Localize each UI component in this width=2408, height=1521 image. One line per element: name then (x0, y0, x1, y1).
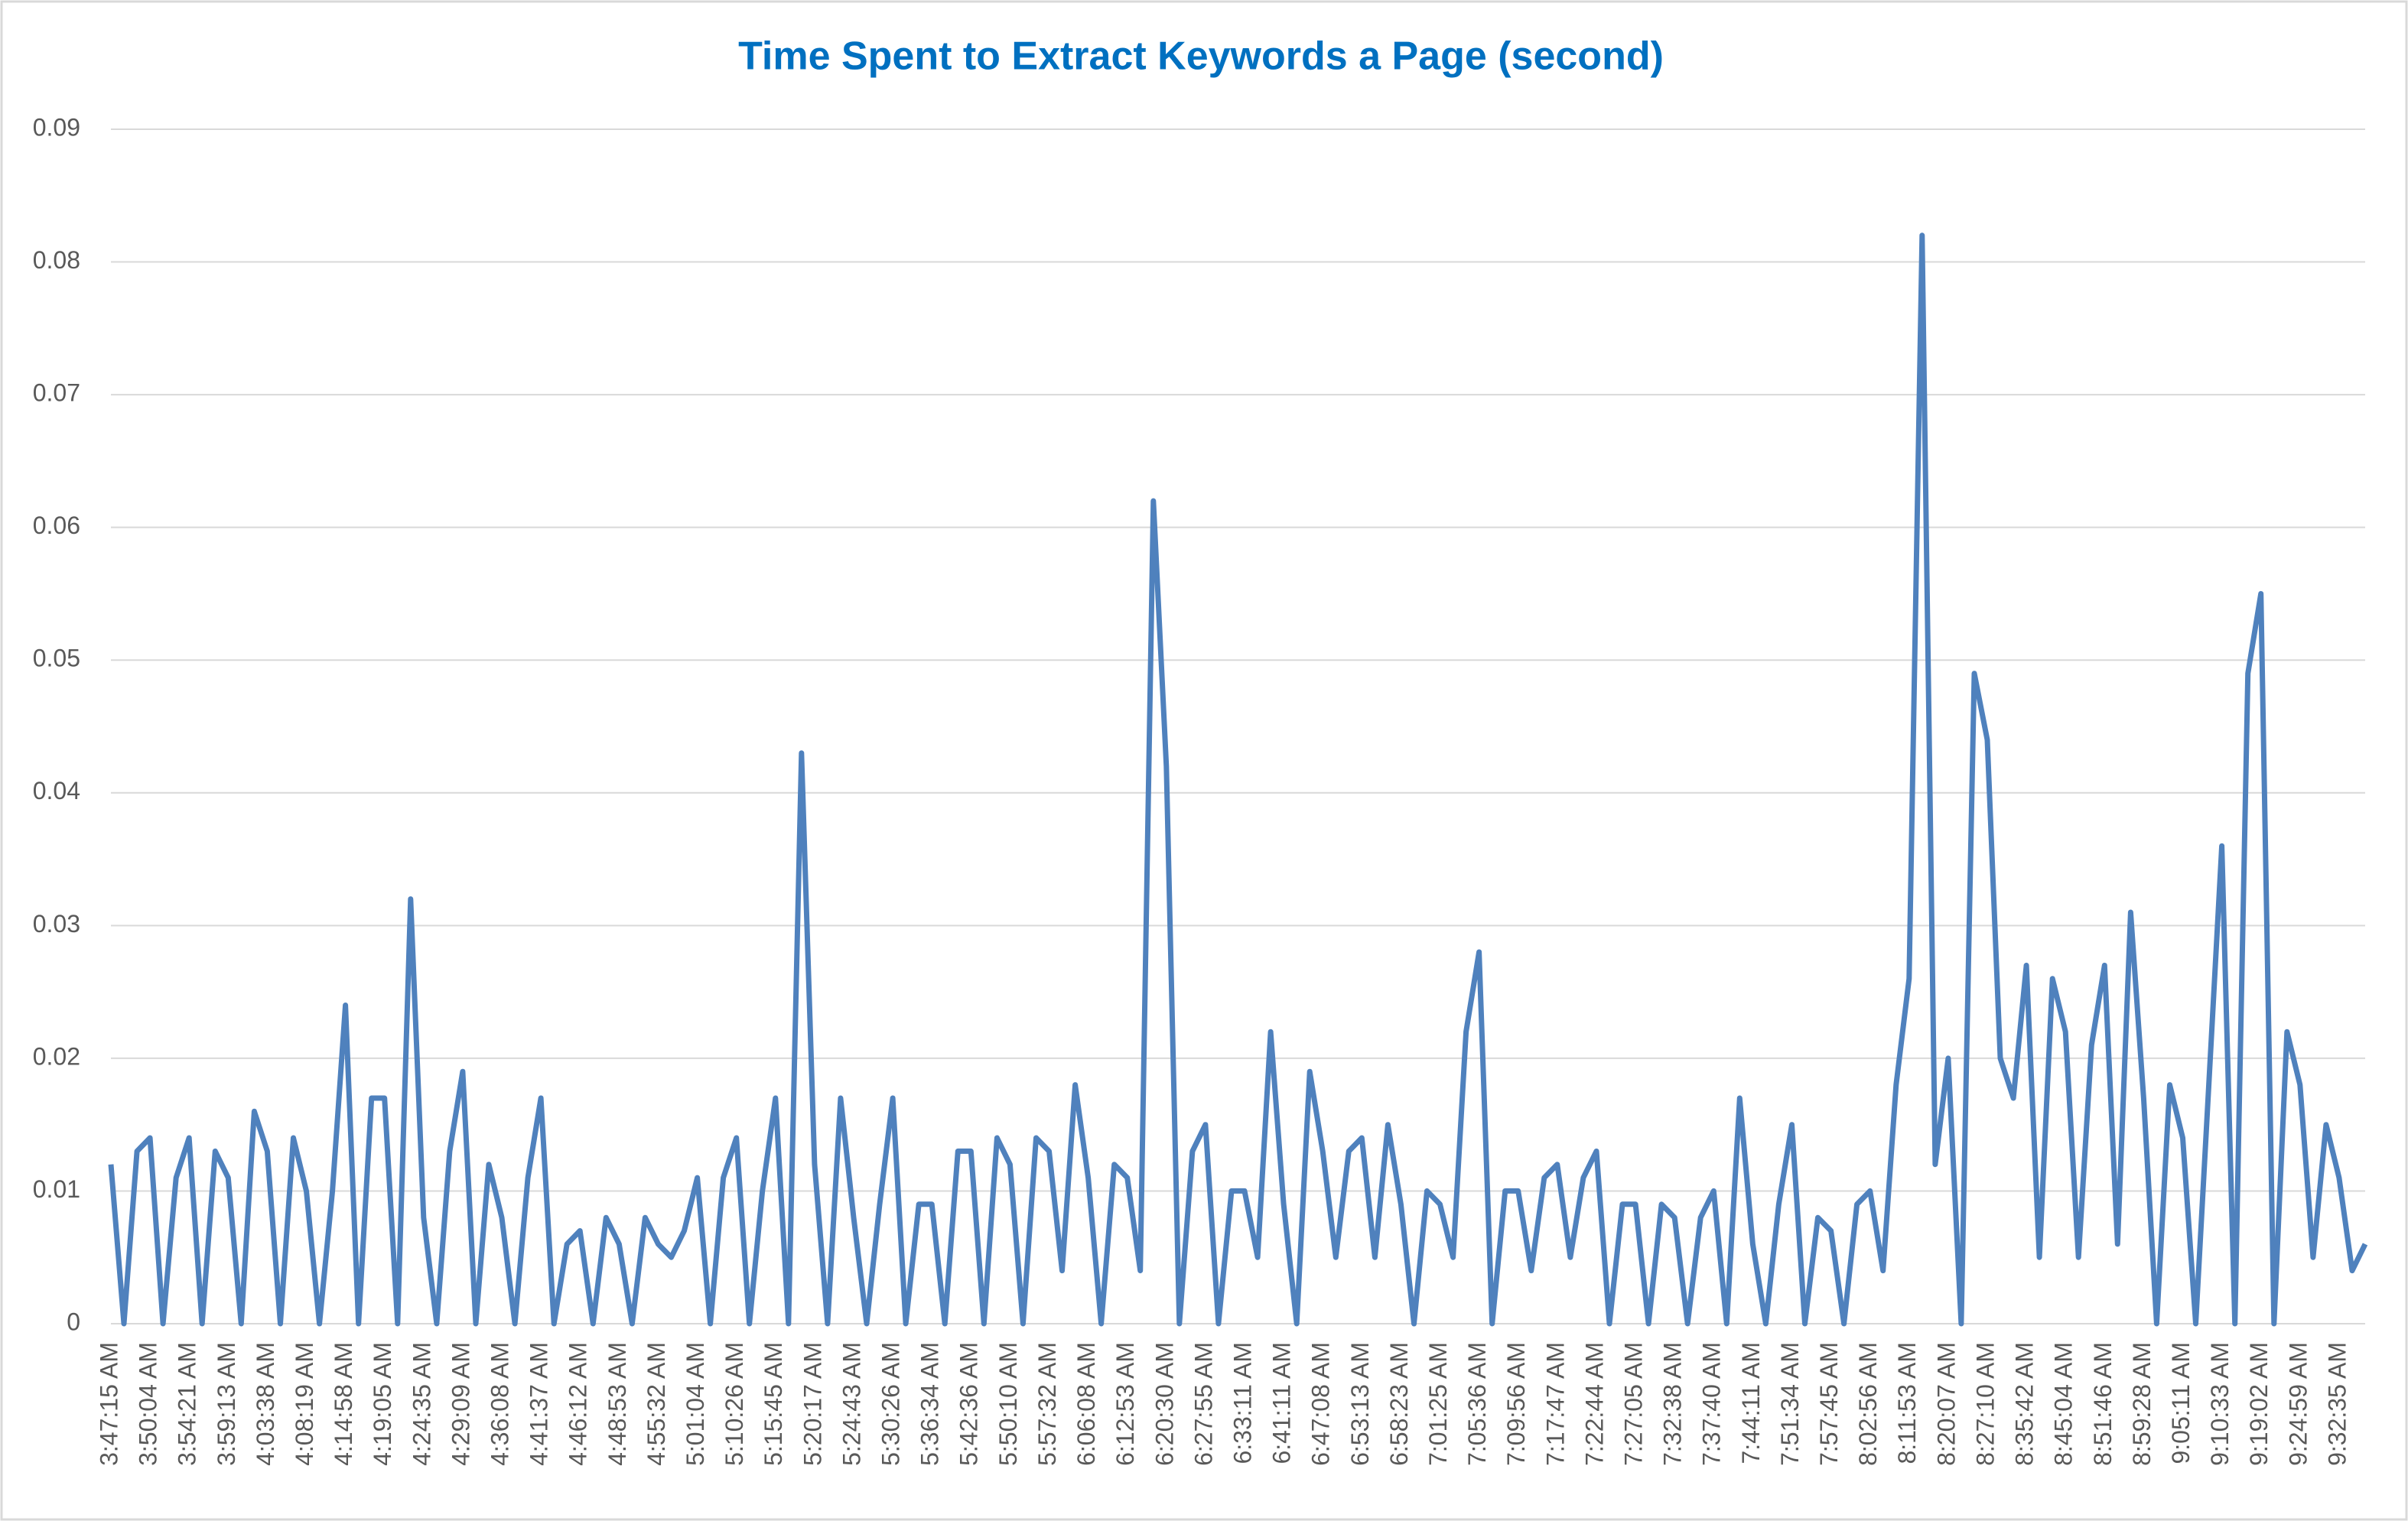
x-tick-label: 5:15:45 AM (760, 1342, 787, 1466)
x-tick-label: 7:32:38 AM (1659, 1342, 1687, 1466)
x-tick-label: 7:51:34 AM (1776, 1342, 1804, 1466)
y-tick-label: 0.07 (33, 379, 80, 407)
x-tick-label: 8:51:46 AM (2089, 1342, 2117, 1466)
x-tick-label: 5:50:10 AM (994, 1342, 1022, 1466)
x-tick-label: 7:22:44 AM (1580, 1342, 1608, 1466)
x-tick-label: 6:53:13 AM (1346, 1342, 1374, 1466)
x-tick-label: 5:36:34 AM (916, 1342, 944, 1466)
x-tick-label: 7:17:47 AM (1541, 1342, 1569, 1466)
x-tick-label: 4:19:05 AM (369, 1342, 396, 1466)
x-tick-label: 7:27:05 AM (1620, 1342, 1648, 1466)
x-tick-label: 4:46:12 AM (565, 1342, 592, 1466)
x-tick-label: 3:47:15 AM (95, 1342, 122, 1466)
x-tick-label: 7:01:25 AM (1424, 1342, 1452, 1466)
x-tick-label: 4:03:38 AM (252, 1342, 279, 1466)
x-tick-label: 4:36:08 AM (486, 1342, 513, 1466)
x-tick-label: 5:57:32 AM (1033, 1342, 1061, 1466)
x-tick-label: 6:20:30 AM (1150, 1342, 1178, 1466)
x-tick-label: 3:50:04 AM (135, 1342, 162, 1466)
y-tick-label: 0.01 (33, 1175, 80, 1203)
x-tick-label: 9:32:35 AM (2323, 1342, 2351, 1466)
x-tick-label: 4:29:09 AM (447, 1342, 474, 1466)
x-tick-label: 6:27:55 AM (1189, 1342, 1217, 1466)
x-tick-label: 5:20:17 AM (799, 1342, 826, 1466)
x-tick-label: 9:05:11 AM (2167, 1342, 2195, 1464)
x-tick-label: 4:55:32 AM (643, 1342, 670, 1466)
x-tick-label: 9:19:02 AM (2245, 1342, 2273, 1466)
x-tick-label: 5:10:26 AM (721, 1342, 748, 1466)
x-tick-label: 8:27:10 AM (1971, 1342, 1999, 1466)
x-tick-label: 4:41:37 AM (526, 1342, 553, 1466)
y-tick-label: 0.05 (33, 645, 80, 672)
y-tick-label: 0.09 (33, 113, 80, 141)
x-tick-label: 6:06:08 AM (1072, 1342, 1100, 1466)
y-tick-label: 0.02 (33, 1042, 80, 1070)
x-tick-label: 4:14:58 AM (330, 1342, 357, 1466)
x-tick-label: 6:58:23 AM (1385, 1342, 1413, 1466)
x-tick-label: 6:41:11 AM (1268, 1342, 1296, 1464)
x-tick-label: 7:37:40 AM (1698, 1342, 1726, 1466)
x-tick-label: 5:42:36 AM (955, 1342, 983, 1466)
x-tick-label: 8:02:56 AM (1854, 1342, 1882, 1466)
x-tick-label: 3:59:13 AM (213, 1342, 240, 1466)
x-tick-label: 5:30:26 AM (877, 1342, 905, 1466)
x-tick-label: 3:54:21 AM (174, 1342, 201, 1466)
x-tick-label: 7:57:45 AM (1815, 1342, 1843, 1466)
x-tick-label: 5:24:43 AM (838, 1342, 865, 1466)
x-tick-label: 8:45:04 AM (2050, 1342, 2078, 1466)
y-tick-label: 0 (67, 1308, 80, 1335)
x-tick-label: 4:08:19 AM (291, 1342, 318, 1466)
x-tick-label: 5:01:04 AM (682, 1342, 709, 1466)
x-tick-label: 9:24:59 AM (2284, 1342, 2312, 1466)
x-tick-label: 6:47:08 AM (1307, 1342, 1335, 1466)
x-tick-label: 9:10:33 AM (2206, 1342, 2234, 1466)
y-tick-label: 0.03 (33, 910, 80, 938)
x-tick-label: 8:20:07 AM (1932, 1342, 1960, 1466)
x-tick-label: 8:59:28 AM (2128, 1342, 2156, 1466)
y-tick-label: 0.04 (33, 777, 80, 804)
x-tick-label: 6:33:11 AM (1228, 1342, 1256, 1464)
x-tick-label: 8:11:53 AM (1893, 1342, 1921, 1464)
data-line (108, 232, 2368, 1327)
x-tick-label: 6:12:53 AM (1111, 1342, 1139, 1466)
chart-title: Time Spent to Extract Keywords a Page (s… (738, 34, 1664, 79)
x-tick-label: 8:35:42 AM (2011, 1342, 2039, 1466)
x-tick-label: 7:05:36 AM (1463, 1342, 1491, 1466)
x-tick-label: 4:48:53 AM (604, 1342, 631, 1466)
y-tick-label: 0.08 (33, 246, 80, 274)
x-tick-label: 7:09:56 AM (1502, 1342, 1530, 1466)
x-tick-label: 4:24:35 AM (408, 1342, 435, 1466)
y-tick-label: 0.06 (33, 512, 80, 539)
x-tick-label: 7:44:11 AM (1737, 1342, 1765, 1464)
